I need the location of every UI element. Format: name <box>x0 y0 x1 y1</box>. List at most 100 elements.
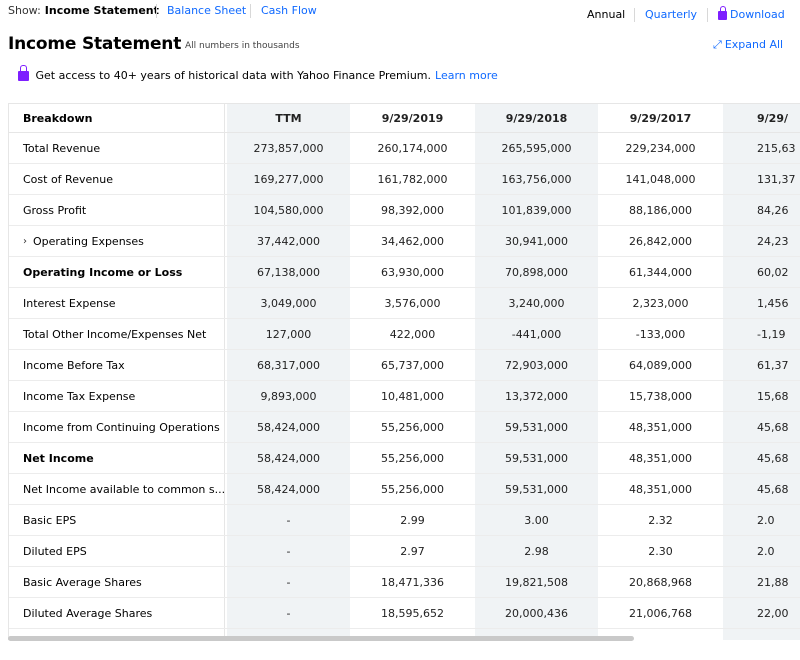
table-cell: 22,00 <box>723 598 800 628</box>
table-cell: 76,569,000 <box>599 629 723 640</box>
table-cell: - <box>227 536 351 566</box>
lock-icon <box>718 5 727 20</box>
table-cell: 13,372,000 <box>475 381 599 411</box>
row-label: Diluted EPS <box>9 536 225 566</box>
table-cell: 131,37 <box>723 164 800 194</box>
table-cell: 58,424,000 <box>227 443 351 473</box>
table-cell: - <box>227 598 351 628</box>
table-row: Income Before Tax 68,317,000 65,737,000 72,… <box>9 350 800 381</box>
table-row: Diluted EPS -2.97 2.98 2.30 2.0 <box>9 536 800 567</box>
table-cell: 127,000 <box>227 319 351 349</box>
table-cell: 163,756,000 <box>475 164 599 194</box>
table-row: Total Revenue 273,857,000 260,174,000 265,5… <box>9 133 800 164</box>
table-row: Net Income 58,424,000 55,256,000 59,531,000… <box>9 443 800 474</box>
table-cell: 48,351,000 <box>599 443 723 473</box>
table-cell: 48,351,000 <box>599 474 723 504</box>
period-annual-button[interactable]: Annual <box>587 8 626 21</box>
table-cell: 45,68 <box>723 443 800 473</box>
table-cell: 101,839,000 <box>475 195 599 225</box>
lock-icon <box>18 65 29 81</box>
row-label-text: Income Before Tax <box>23 358 125 372</box>
units-note: All numbers in thousands <box>185 41 300 51</box>
table-cell: 18,595,652 <box>351 598 475 628</box>
table-cell: 73,33 <box>723 629 800 640</box>
table-cell: 215,63 <box>723 133 800 163</box>
tab-income-statement[interactable]: Income Statement <box>44 4 159 17</box>
column-header: TTM <box>227 104 351 132</box>
table-cell: 45,68 <box>723 474 800 504</box>
row-label-text: Income from Continuing Operations <box>23 420 220 434</box>
table-row: Total Other Income/Expenses Net 127,000 42… <box>9 319 800 350</box>
table-cell: 141,048,000 <box>599 164 723 194</box>
table-cell: 1,456 <box>723 288 800 318</box>
download-label: Download <box>730 8 785 21</box>
show-label: Show: Income Statement <box>8 4 159 17</box>
column-header: 9/29/2018 <box>475 104 599 132</box>
row-label: Total Other Income/Expenses Net <box>9 319 225 349</box>
learn-more-link[interactable]: Learn more <box>435 69 498 82</box>
table-cell: 2.0 <box>723 505 800 535</box>
table-row: Gross Profit 104,580,000 98,392,000 101,839… <box>9 195 800 226</box>
table-header: Breakdown TTM 9/29/2019 9/29/2018 9/29/2… <box>9 103 800 133</box>
row-label: Operating Income or Loss <box>9 257 225 287</box>
download-button[interactable]: Download <box>718 5 785 21</box>
table-cell: 88,186,000 <box>599 195 723 225</box>
table-cell: 61,344,000 <box>599 257 723 287</box>
table-row: Basic Average Shares -18,471,336 19,821,50… <box>9 567 800 598</box>
row-label: Basic Average Shares <box>9 567 225 597</box>
table-cell: 72,903,000 <box>475 350 599 380</box>
table-cell: -441,000 <box>475 319 599 349</box>
table-cell: 45,68 <box>723 412 800 442</box>
tab-balance-sheet[interactable]: Balance Sheet <box>167 4 247 17</box>
table-cell: 18,471,336 <box>351 567 475 597</box>
breakdown-header: Breakdown <box>9 104 225 132</box>
table-cell: 34,462,000 <box>351 226 475 256</box>
horizontal-scrollbar[interactable] <box>8 636 634 641</box>
expand-all-button[interactable]: ⤢ Expand All <box>713 38 783 52</box>
chevron-right-icon[interactable]: › <box>23 235 27 247</box>
row-label: Net Income available to common s... <box>9 474 225 504</box>
table-cell: 2.97 <box>351 536 475 566</box>
table-row: Net Income available to common s... 58,42… <box>9 474 800 505</box>
table-cell: -133,000 <box>599 319 723 349</box>
table-cell: 229,234,000 <box>599 133 723 163</box>
row-label-text: Cost of Revenue <box>23 172 113 186</box>
row-label: Income from Continuing Operations <box>9 412 225 442</box>
table-cell: 2.32 <box>599 505 723 535</box>
table-cell: 2.0 <box>723 536 800 566</box>
financials-table: Breakdown TTM 9/29/2019 9/29/2018 9/29/2… <box>8 103 800 640</box>
expand-label: Expand All <box>724 38 784 51</box>
row-label-text: Basic EPS <box>23 513 77 527</box>
row-label[interactable]: › Operating Expenses <box>9 226 225 256</box>
row-label: Cost of Revenue <box>9 164 225 194</box>
expand-icon: ⤢ <box>713 38 722 51</box>
table-cell: 10,481,000 <box>351 381 475 411</box>
row-label-text: Net Income <box>23 451 94 465</box>
table-row[interactable]: › Operating Expenses 37,442,000 34,462,000 3… <box>9 226 800 257</box>
column-header: 9/29/ <box>723 104 800 132</box>
row-label-text: Diluted Average Shares <box>23 606 153 620</box>
table-cell: 3,240,000 <box>475 288 599 318</box>
divider <box>156 4 157 18</box>
period-quarterly-button[interactable]: Quarterly <box>645 8 698 21</box>
table-cell: 59,531,000 <box>475 443 599 473</box>
table-row: Cost of Revenue 169,277,000 161,782,000 163… <box>9 164 800 195</box>
table-cell: 161,782,000 <box>351 164 475 194</box>
table-cell: 15,68 <box>723 381 800 411</box>
row-label: Income Before Tax <box>9 350 225 380</box>
table-row: Income from Continuing Operations 58,424,… <box>9 412 800 443</box>
financials-nav: Show: Income Statement Balance Sheet Cash… <box>0 0 800 26</box>
table-cell: 21,006,768 <box>599 598 723 628</box>
table-cell: 2.30 <box>599 536 723 566</box>
table-row: Diluted Average Shares -18,595,652 20,000,… <box>9 598 800 629</box>
table-cell: 98,392,000 <box>351 195 475 225</box>
row-label: Gross Profit <box>9 195 225 225</box>
table-cell: 63,930,000 <box>351 257 475 287</box>
tab-cash-flow[interactable]: Cash Flow <box>261 4 317 17</box>
table-cell: 26,842,000 <box>599 226 723 256</box>
table-cell: 70,898,000 <box>475 257 599 287</box>
premium-banner: Get access to 40+ years of historical da… <box>18 65 498 82</box>
show-text: Show: <box>8 4 41 17</box>
divider <box>707 8 708 22</box>
premium-text: Get access to 40+ years of historical da… <box>35 69 432 82</box>
